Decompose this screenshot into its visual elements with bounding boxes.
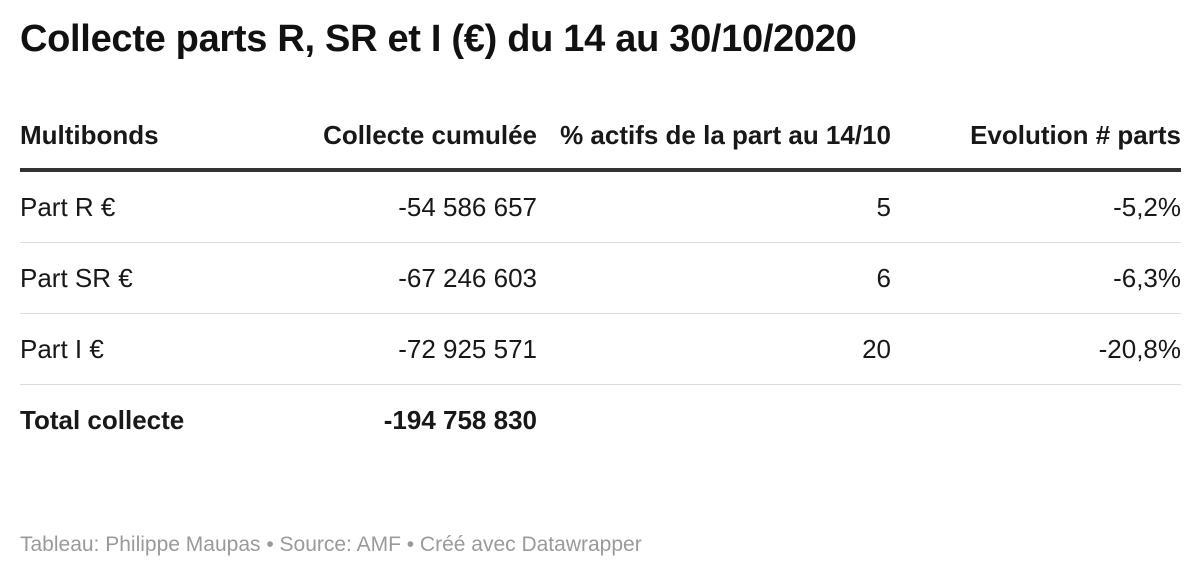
collecte-cumulee-cell: -67 246 603 <box>275 242 537 314</box>
source-footer: Tableau: Philippe Maupas • Source: AMF •… <box>20 533 642 556</box>
table-row: Part SR € -67 246 603 6 -6,3% <box>20 242 1181 314</box>
table-row: Part R € -54 586 657 5 -5,2% <box>20 170 1181 243</box>
total-pct-actifs-cell <box>537 385 891 456</box>
pct-actifs-cell: 6 <box>537 242 891 314</box>
pct-actifs-cell: 5 <box>537 170 891 243</box>
total-row: Total collecte -194 758 830 <box>20 385 1181 456</box>
column-header-collecte-cumulee: Collecte cumulée <box>275 117 537 172</box>
data-table: Multibonds Collecte cumulée % actifs de … <box>20 117 1181 455</box>
collecte-cumulee-cell: -72 925 571 <box>275 313 537 385</box>
total-evolution-parts-cell <box>891 385 1181 456</box>
row-label: Part I € <box>20 313 275 385</box>
table-row: Part I € -72 925 571 20 -20,8% <box>20 313 1181 385</box>
header-row: Multibonds Collecte cumulée % actifs de … <box>20 117 1181 172</box>
page-title: Collecte parts R, SR et I (€) du 14 au 3… <box>20 18 857 60</box>
pct-actifs-cell: 20 <box>537 313 891 385</box>
evolution-parts-cell: -5,2% <box>891 170 1181 243</box>
evolution-parts-cell: -20,8% <box>891 313 1181 385</box>
column-header-evolution-parts: Evolution # parts <box>891 117 1181 172</box>
row-label: Part R € <box>20 170 275 243</box>
row-label: Part SR € <box>20 242 275 314</box>
column-header-multibonds: Multibonds <box>20 117 275 172</box>
total-collecte-cell: -194 758 830 <box>383 404 537 435</box>
evolution-parts-cell: -6,3% <box>891 242 1181 314</box>
total-label: Total collecte <box>20 404 185 435</box>
column-header-pct-actifs: % actifs de la part au 14/10 <box>537 117 891 172</box>
collecte-cumulee-cell: -54 586 657 <box>275 170 537 243</box>
